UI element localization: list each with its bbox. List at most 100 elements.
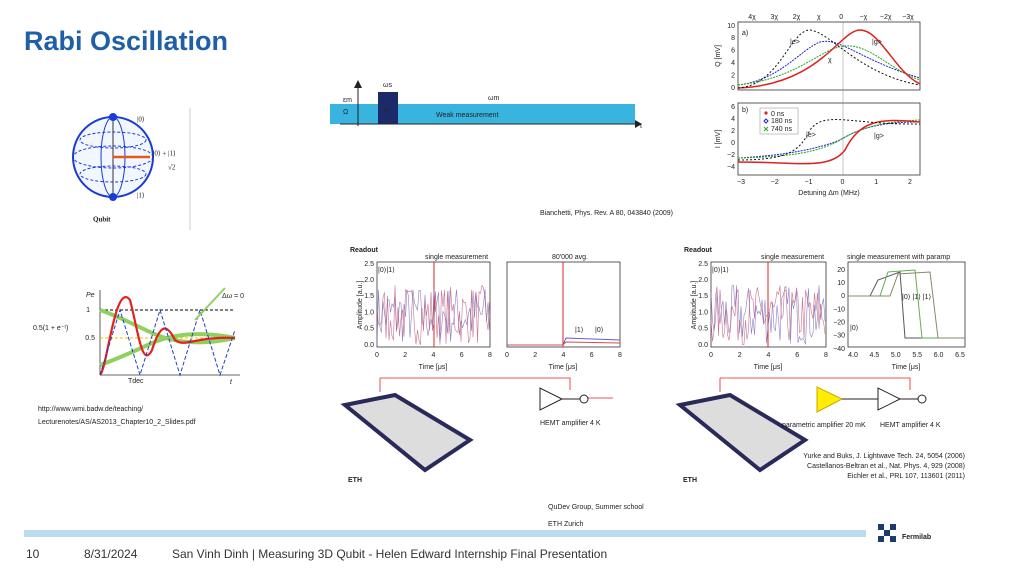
tick-label: 4	[767, 352, 771, 359]
measurement-band	[330, 104, 635, 124]
axis-label: I [mV]	[715, 130, 722, 148]
axis-label: Q [mV]	[715, 45, 722, 67]
wire	[379, 377, 911, 399]
ket-label: |0⟩	[137, 116, 145, 124]
axis-label: Time [μs]	[892, 364, 921, 371]
legend-label: 740 ns	[771, 126, 793, 133]
tick-label: −2	[727, 152, 735, 159]
tick-label: 1.5	[364, 293, 374, 300]
state-label: |0⟩ |1⟩ |1⟩	[902, 293, 931, 301]
axis-label: Detuning Δm (MHz)	[798, 190, 859, 197]
curve	[737, 29, 921, 89]
amplifier	[877, 387, 902, 411]
tick-label: 8	[824, 352, 828, 359]
tick-label: 1.0	[698, 309, 708, 316]
logo-text: Fermilab	[902, 534, 931, 541]
tick-label: χ	[817, 14, 821, 21]
terminal	[917, 394, 927, 404]
bianchetti-figure: a) b) Q [mV] I [mV] Detuning Δm (MHz) 0 …	[715, 21, 921, 197]
ket-label: |1⟩	[137, 192, 145, 200]
tick-label: 4.5	[870, 352, 880, 359]
tick-label: 20	[837, 267, 845, 274]
envelope	[194, 287, 226, 321]
tick-label: −20	[833, 320, 845, 327]
paramp	[816, 386, 844, 413]
curve	[737, 40, 921, 86]
tick-label: 4	[432, 352, 436, 359]
tick-label: 4χ	[748, 14, 756, 21]
rabi-plot: Pe 1 0.5 0.5(1 + e⁻ᵗ) Δω = 0 Tdec t	[33, 287, 244, 386]
annotation: χ	[828, 57, 832, 64]
bloch-sphere: |0⟩ |0⟩ + |1⟩ √2 |1⟩ Qubit	[72, 108, 191, 230]
pulse-label: Weak measurement	[436, 112, 499, 119]
average-trace	[507, 341, 621, 346]
pole	[109, 193, 117, 201]
reference: Yurke and Buks, J. Lightwave Tech. 24, 5…	[803, 453, 965, 460]
ket-label: |0⟩ + |1⟩	[153, 150, 176, 158]
tick-label: 8	[488, 352, 492, 359]
tick-label: 6	[460, 352, 464, 359]
pulse-label: εm	[343, 97, 352, 104]
credit: ETH Zurich	[548, 521, 584, 528]
tick-label: 2.5	[698, 261, 708, 268]
panel-label: a)	[742, 30, 748, 37]
undamped-curve	[99, 308, 236, 377]
tick-label: −3χ	[902, 14, 914, 21]
footer-text: San Vinh Dinh | Measuring 3D Qubit - Hel…	[172, 547, 607, 561]
tick-label: 0	[841, 293, 845, 300]
tick-label: 4	[731, 116, 735, 123]
panel-frame	[737, 21, 921, 91]
figure-subtitle: single measurement with paramp	[847, 254, 950, 261]
tick-label: 10	[727, 23, 735, 30]
tick-label: 4	[562, 352, 566, 359]
tick-label: 4.0	[848, 352, 858, 359]
tick-label: −2χ	[880, 14, 892, 21]
date: 8/31/2024	[84, 547, 138, 561]
legend-label: 0 ns	[771, 111, 785, 118]
annotation: |g>	[874, 133, 884, 140]
equator	[72, 145, 154, 169]
reference: Eichler et al., PRL 107, 113601 (2011)	[847, 473, 965, 480]
pulse-diagram: εm Ω ωs π ωm Weak measurement t	[330, 80, 642, 130]
cavity-chip	[675, 392, 809, 473]
pulse-label: ωm	[488, 95, 499, 102]
figure-title: Readout	[684, 247, 713, 254]
tick-label: −χ	[860, 14, 868, 21]
tick-label: 6	[731, 48, 735, 55]
tick-label: 0	[709, 352, 713, 359]
state-label: |0⟩	[595, 326, 604, 334]
tick-label: 1.0	[364, 309, 374, 316]
tick-label: 0	[840, 179, 844, 186]
annotation: |e>	[806, 132, 816, 139]
logo: ETH	[348, 477, 362, 484]
source-link: Lecturenotes/AS/AS2013_Chapter10_2_Slide…	[38, 419, 196, 426]
tick-label: −40	[833, 346, 845, 353]
tick-label: 2.0	[364, 277, 374, 284]
tick-label: 0.5	[698, 326, 708, 333]
legend-label: 180 ns	[771, 118, 793, 125]
panel-label: b)	[742, 107, 748, 114]
curve	[737, 29, 921, 89]
tick-label: 0	[839, 14, 843, 21]
tick-label: 1.5	[698, 293, 708, 300]
state-label: |0⟩|1⟩	[378, 266, 395, 274]
tick-label: 2	[731, 128, 735, 135]
annotation: Tdec	[128, 378, 144, 385]
page-number: 10	[26, 547, 40, 561]
tick-label: 0	[731, 85, 735, 92]
tick-label: 5.0	[891, 352, 901, 359]
noise-trace	[710, 284, 826, 345]
tick-label: −2	[771, 179, 779, 186]
tick-label: 1	[874, 179, 878, 186]
noise-trace	[376, 284, 490, 345]
tick-label: 2	[403, 352, 407, 359]
tick-label: 0	[375, 352, 379, 359]
logo-mark	[878, 524, 896, 542]
tick-label: 8	[731, 35, 735, 42]
bloch-caption: Qubit	[93, 216, 111, 224]
component-label: parametric amplifier 20 mK	[782, 422, 866, 429]
tick-label: 2	[738, 352, 742, 359]
axis-label: Pe	[86, 292, 95, 299]
